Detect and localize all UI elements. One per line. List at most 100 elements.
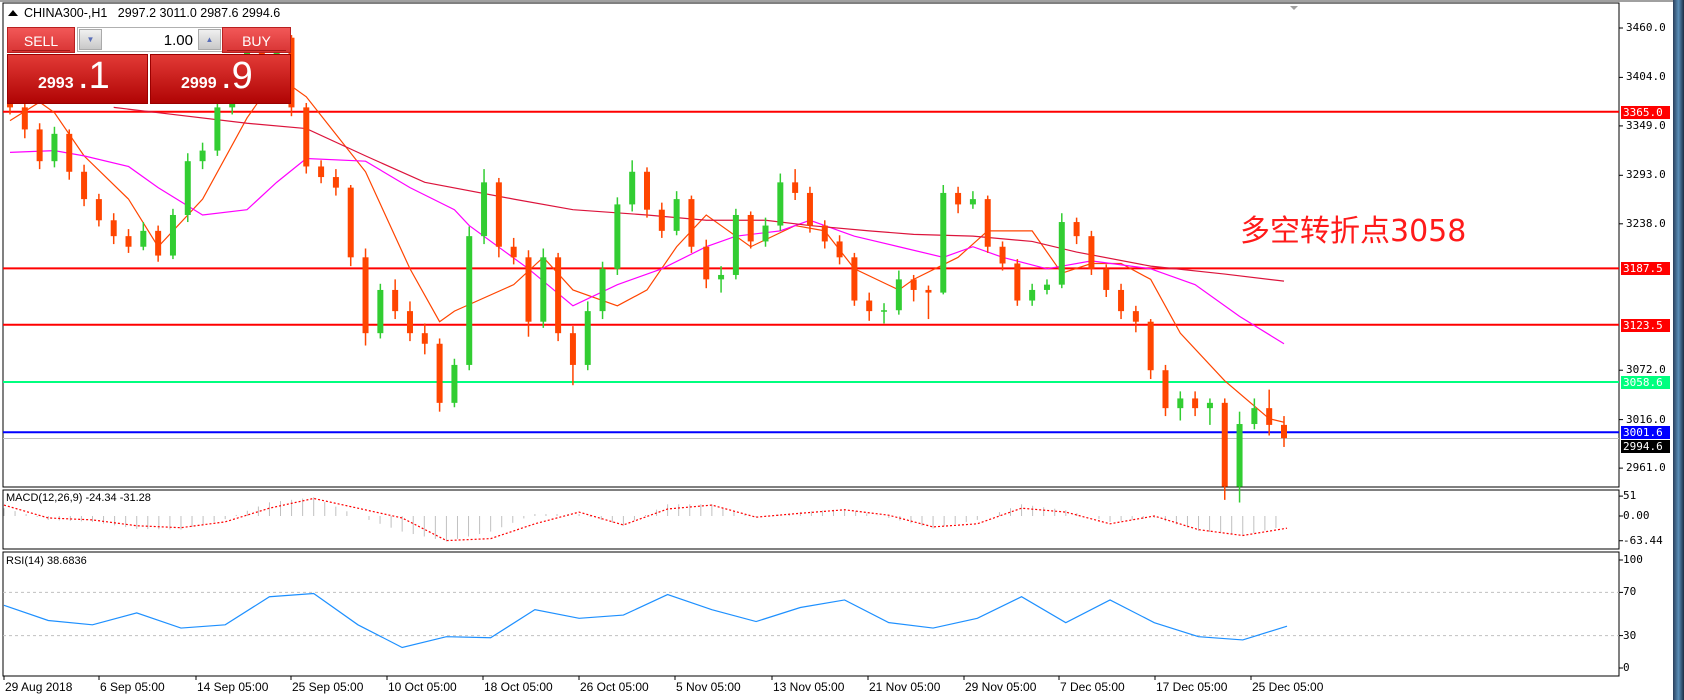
rsi-line xyxy=(3,592,1288,649)
candle-body xyxy=(125,236,132,247)
candle-body xyxy=(673,199,680,231)
candle xyxy=(377,283,384,339)
buy-price-button[interactable]: 2999 .9 xyxy=(150,54,291,104)
candle xyxy=(821,220,828,249)
candle xyxy=(940,184,947,295)
lot-increase-button[interactable]: ▲ xyxy=(198,29,221,50)
candle xyxy=(1029,283,1036,306)
candle-body xyxy=(318,166,325,178)
candle xyxy=(703,239,710,289)
candle-body xyxy=(1132,311,1139,322)
candle-body xyxy=(1014,263,1021,301)
candle-body xyxy=(732,214,739,275)
candle-body xyxy=(658,209,665,231)
candle-body xyxy=(495,182,502,247)
time-axis-label: 25 Sep 05:00 xyxy=(292,680,364,694)
time-axis-label: 18 Oct 05:00 xyxy=(484,680,553,694)
candle xyxy=(214,100,221,156)
candle-body xyxy=(214,107,221,151)
candle-body xyxy=(644,171,650,210)
chart-shift-marker-icon[interactable] xyxy=(1290,6,1298,10)
candle xyxy=(836,235,843,265)
lot-size-input[interactable] xyxy=(104,28,196,53)
candles xyxy=(7,28,1287,503)
candle xyxy=(392,279,399,320)
time-axis-label: 29 Nov 05:00 xyxy=(965,680,1037,694)
candle-body xyxy=(1162,370,1169,409)
candle-body xyxy=(806,192,813,226)
candle xyxy=(21,102,28,139)
candle-body xyxy=(21,107,28,130)
candle xyxy=(806,186,813,233)
candle xyxy=(955,186,962,214)
macd-panel-frame xyxy=(2,489,1620,550)
candle-body xyxy=(629,171,636,205)
candle-body xyxy=(866,300,873,312)
candle xyxy=(466,226,473,371)
candle-body xyxy=(362,257,369,334)
candle xyxy=(1132,305,1139,333)
sell-price-button[interactable]: 2993 .1 xyxy=(7,54,148,104)
time-axis-label: 5 Nov 05:00 xyxy=(676,680,741,694)
macd-axis-label: 51 xyxy=(1623,489,1637,502)
main-panel-frame xyxy=(2,2,1620,488)
candle xyxy=(332,169,339,196)
macd-axis-label: 0.00 xyxy=(1623,509,1650,522)
buy-button[interactable]: BUY xyxy=(222,27,291,53)
candle xyxy=(1266,389,1273,436)
window-scrollbar[interactable] xyxy=(1673,0,1684,700)
candle-body xyxy=(66,133,73,172)
candle-body xyxy=(688,199,695,247)
candle-body xyxy=(1088,236,1095,269)
candle xyxy=(525,250,532,337)
candle-body xyxy=(1103,268,1110,290)
pivot-annotation: 多空转折点3058 xyxy=(1240,214,1467,249)
buy-price-fraction: .9 xyxy=(221,55,253,97)
collapse-triangle-icon[interactable] xyxy=(8,10,18,16)
candle-body xyxy=(1266,408,1273,425)
chart-title: CHINA300-,H1 2997.2 3011.0 2987.6 2994.6 xyxy=(8,6,280,20)
candle-body xyxy=(110,220,117,237)
candle-body xyxy=(81,171,88,200)
candle-body xyxy=(258,48,265,59)
macd-signal-line xyxy=(3,497,1288,542)
candle-body xyxy=(1029,289,1036,301)
candle xyxy=(288,35,295,117)
candle xyxy=(1073,217,1080,245)
candle-body xyxy=(836,241,843,258)
candle-body xyxy=(51,133,58,162)
ohlc-values: 2997.2 3011.0 2987.6 2994.6 xyxy=(117,6,281,20)
candle-body xyxy=(466,236,473,365)
price-axis-label: 3238.0 xyxy=(1626,217,1666,230)
candle xyxy=(66,129,73,180)
candle-body xyxy=(777,182,784,226)
candle-body xyxy=(555,257,562,334)
rsi-axis-label: 0 xyxy=(1623,661,1630,674)
time-axis-label: 14 Sep 05:00 xyxy=(197,680,269,694)
level-price-tag: 3187.5 xyxy=(1621,262,1670,275)
candle xyxy=(1192,391,1199,417)
candle-body xyxy=(895,279,902,311)
candle xyxy=(673,191,680,236)
candle xyxy=(866,292,873,321)
time-axis-label: 29 Aug 2018 xyxy=(5,680,73,694)
price-axis-label: 3016.0 xyxy=(1626,413,1666,426)
price-axis-label: 3072.0 xyxy=(1626,363,1666,376)
rsi-axis-label: 30 xyxy=(1623,629,1637,642)
one-click-trading-panel: SELL ▼ ▲ BUY 2993 .1 2999 .9 xyxy=(7,27,291,104)
panel-frames xyxy=(2,2,1620,677)
candle xyxy=(910,274,917,302)
candle xyxy=(95,193,102,227)
candle xyxy=(569,326,576,386)
candle xyxy=(1206,398,1213,425)
time-axis-label: 17 Dec 05:00 xyxy=(1156,680,1228,694)
lot-decrease-button[interactable]: ▼ xyxy=(79,29,102,50)
sell-button[interactable]: SELL xyxy=(7,27,75,53)
candle-body xyxy=(1177,398,1184,409)
candle xyxy=(199,142,206,170)
candle-body xyxy=(1118,289,1125,312)
candle xyxy=(599,261,606,320)
price-axis-label: 2961.0 xyxy=(1626,461,1666,474)
lot-size-stepper[interactable]: ▼ ▲ xyxy=(77,27,223,53)
